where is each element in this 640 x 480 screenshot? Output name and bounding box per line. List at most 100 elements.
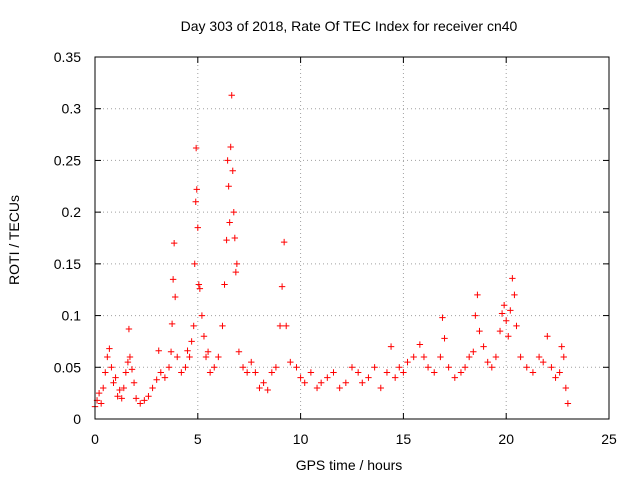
x-tick-label: 0 [91, 431, 99, 447]
data-point [330, 369, 337, 376]
data-point [445, 364, 452, 371]
data-point [122, 369, 130, 376]
data-point [383, 369, 391, 376]
data-point [278, 283, 286, 290]
x-tick-label: 15 [396, 431, 412, 447]
data-point [112, 374, 119, 381]
data-point [219, 322, 226, 330]
data-point [190, 322, 197, 330]
data-point [104, 353, 111, 361]
data-point [287, 358, 294, 366]
data-point [465, 353, 473, 361]
data-point [544, 333, 551, 340]
x-tick-label: 20 [498, 431, 514, 447]
data-point [235, 348, 243, 355]
data-point [106, 345, 113, 352]
x-tick-labels: 0 5 10 15 20 25 [91, 431, 617, 447]
data-point [336, 384, 343, 392]
data-point [540, 358, 547, 366]
data-point [548, 364, 555, 371]
data-point [155, 347, 162, 354]
data-point [505, 333, 512, 340]
data-point [157, 369, 164, 376]
data-point [118, 395, 125, 402]
x-tick-label: 25 [601, 431, 617, 447]
data-point [128, 366, 136, 373]
data-point [461, 364, 469, 371]
data-point [223, 236, 230, 244]
data-point [529, 369, 537, 376]
data-point [280, 238, 288, 246]
data-point [472, 312, 479, 319]
data-point [365, 374, 372, 381]
y-tick-label: 0.2 [62, 204, 82, 220]
data-point [195, 281, 203, 288]
data-point [354, 369, 362, 376]
data-point [248, 358, 255, 366]
data-point [239, 364, 247, 371]
y-tick-label: 0 [73, 411, 81, 427]
data-point [324, 374, 331, 381]
data-point [523, 364, 530, 371]
plot-frame [94, 56, 610, 420]
y-tick-labels: 0 0.05 0.1 0.15 0.2 0.25 0.3 0.35 [54, 49, 81, 427]
data-point [224, 157, 231, 164]
data-point [226, 219, 233, 226]
data-point [132, 395, 140, 402]
data-point [301, 379, 308, 386]
data-point [342, 379, 350, 386]
data-point [182, 364, 189, 371]
data-point [500, 302, 508, 309]
data-point [488, 364, 496, 371]
data-point [211, 364, 218, 371]
data-point [192, 144, 200, 152]
data-point [509, 275, 516, 282]
data-point [230, 208, 237, 216]
data-point [420, 353, 428, 361]
data-point [126, 353, 134, 361]
data-point [108, 364, 115, 371]
data-point [410, 353, 417, 361]
data-point [231, 234, 239, 242]
data-point [391, 374, 399, 381]
data-points [91, 92, 572, 410]
data-point [252, 369, 259, 376]
data-point [116, 386, 123, 394]
data-point [293, 364, 300, 371]
data-point [439, 314, 446, 321]
x-tick-label: 5 [194, 431, 202, 447]
data-point [169, 276, 177, 283]
data-point [474, 291, 481, 299]
y-axis-label: ROTI / TECUs [6, 195, 22, 285]
data-point [204, 348, 212, 355]
data-point [476, 327, 483, 335]
data-point [232, 268, 240, 276]
data-point [260, 379, 267, 386]
data-point [457, 369, 465, 376]
data-point [125, 325, 133, 333]
data-point [161, 374, 169, 381]
data-point [225, 183, 232, 190]
data-point [243, 369, 251, 376]
data-point [437, 353, 444, 361]
data-point [431, 369, 438, 376]
data-point [167, 348, 175, 355]
data-point [168, 320, 176, 328]
data-point [492, 353, 500, 361]
grid-lines [95, 57, 609, 419]
x-tick-label: 10 [293, 431, 309, 447]
data-point [145, 393, 152, 400]
data-point [227, 143, 234, 151]
data-point [149, 384, 156, 392]
data-point [141, 397, 148, 404]
data-point [558, 343, 565, 350]
data-point [192, 198, 199, 205]
data-point [313, 384, 321, 392]
data-point [256, 384, 263, 392]
data-point [229, 167, 236, 174]
data-point [451, 374, 458, 381]
data-point [503, 317, 510, 324]
data-point [404, 358, 411, 366]
data-point [233, 260, 241, 268]
